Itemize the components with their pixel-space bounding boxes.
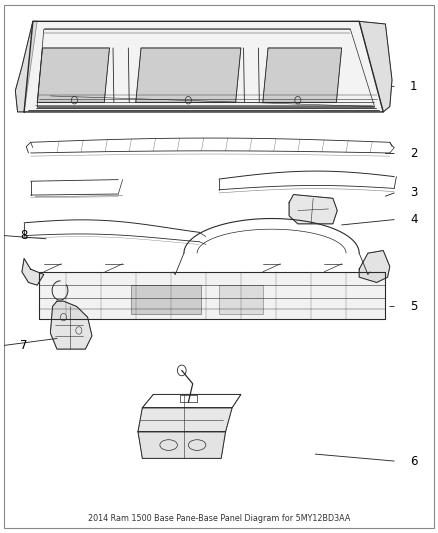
Text: 1: 1 bbox=[410, 80, 418, 93]
Text: 2: 2 bbox=[410, 147, 418, 160]
Polygon shape bbox=[22, 259, 44, 285]
Polygon shape bbox=[39, 272, 385, 319]
Polygon shape bbox=[37, 48, 110, 102]
Polygon shape bbox=[263, 48, 342, 102]
Polygon shape bbox=[138, 408, 232, 432]
Text: 5: 5 bbox=[410, 300, 417, 313]
Polygon shape bbox=[359, 251, 390, 282]
Polygon shape bbox=[359, 21, 392, 112]
Polygon shape bbox=[50, 301, 92, 349]
Polygon shape bbox=[289, 195, 337, 224]
Polygon shape bbox=[142, 394, 241, 408]
Polygon shape bbox=[136, 48, 241, 102]
Text: 2014 Ram 1500 Base Pane-Base Panel Diagram for 5MY12BD3AA: 2014 Ram 1500 Base Pane-Base Panel Diagr… bbox=[88, 514, 350, 522]
Text: 7: 7 bbox=[20, 339, 28, 352]
Polygon shape bbox=[15, 21, 37, 112]
Bar bbox=[131, 285, 201, 314]
Text: 3: 3 bbox=[410, 187, 417, 199]
Polygon shape bbox=[138, 432, 226, 458]
Text: 8: 8 bbox=[21, 229, 28, 242]
Bar bbox=[219, 285, 263, 314]
Text: 4: 4 bbox=[410, 213, 418, 226]
Text: 6: 6 bbox=[410, 455, 418, 467]
Polygon shape bbox=[24, 21, 383, 112]
